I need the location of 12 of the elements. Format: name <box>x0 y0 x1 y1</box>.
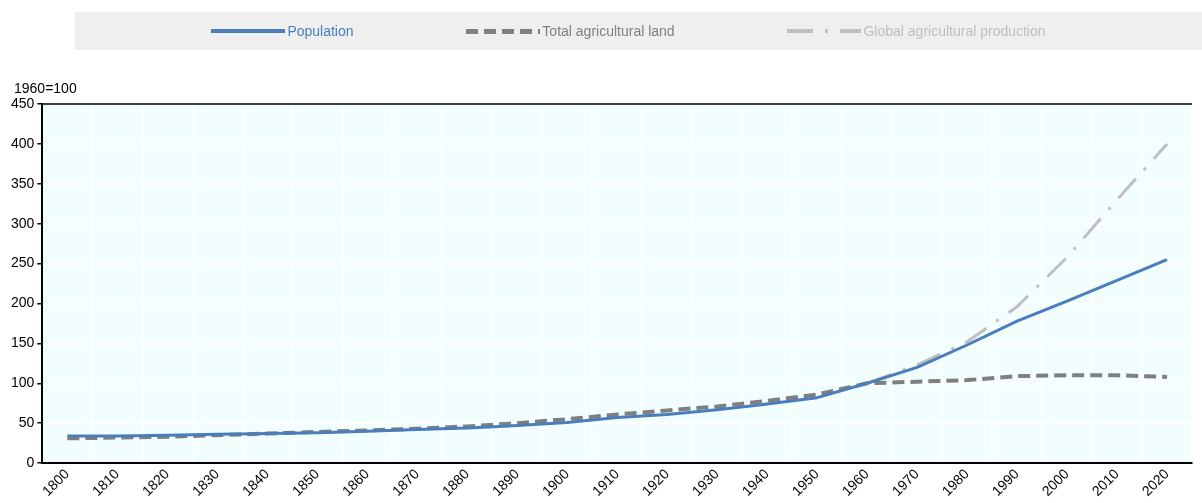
y-tick-label: 250 <box>11 254 35 271</box>
y-tick-label: 200 <box>11 294 35 311</box>
y-tick-label: 400 <box>11 134 35 151</box>
y-tick-label: 350 <box>11 174 35 191</box>
y-tick-label: 300 <box>11 214 35 231</box>
y-axis-title: 1960=100 <box>14 79 77 96</box>
y-tick-label: 150 <box>11 334 35 351</box>
y-tick-label: 100 <box>11 374 35 391</box>
y-tick-label: 0 <box>26 453 35 470</box>
y-tick-label: 450 <box>11 94 35 111</box>
y-tick-label: 50 <box>18 414 35 431</box>
line-series <box>65 373 1170 441</box>
